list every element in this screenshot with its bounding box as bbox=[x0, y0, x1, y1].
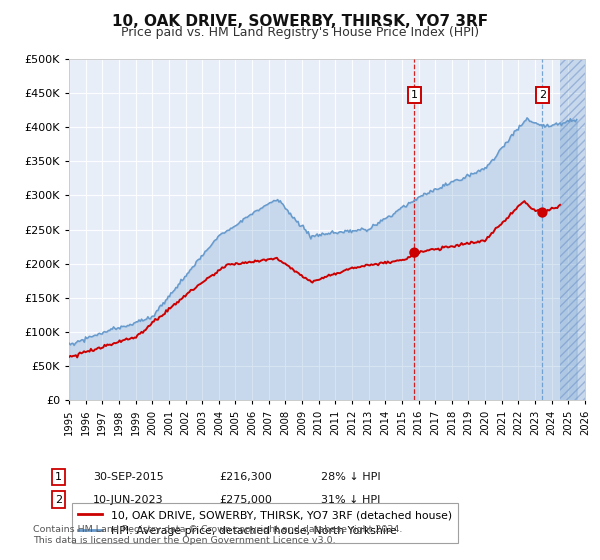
Bar bbox=[560, 59, 593, 400]
Text: Contains HM Land Registry data © Crown copyright and database right 2024.
This d: Contains HM Land Registry data © Crown c… bbox=[33, 525, 403, 545]
Point bbox=[538, 208, 547, 217]
Text: 30-SEP-2015: 30-SEP-2015 bbox=[93, 472, 164, 482]
Text: £275,000: £275,000 bbox=[219, 494, 272, 505]
Point bbox=[410, 248, 419, 257]
Text: Price paid vs. HM Land Registry's House Price Index (HPI): Price paid vs. HM Land Registry's House … bbox=[121, 26, 479, 39]
Text: 2: 2 bbox=[55, 494, 62, 505]
Text: £216,300: £216,300 bbox=[219, 472, 272, 482]
Text: 28% ↓ HPI: 28% ↓ HPI bbox=[321, 472, 380, 482]
Text: 31% ↓ HPI: 31% ↓ HPI bbox=[321, 494, 380, 505]
Bar bbox=[560, 59, 593, 400]
Legend: 10, OAK DRIVE, SOWERBY, THIRSK, YO7 3RF (detached house), HPI: Average price, de: 10, OAK DRIVE, SOWERBY, THIRSK, YO7 3RF … bbox=[72, 503, 458, 543]
Text: 10-JUN-2023: 10-JUN-2023 bbox=[93, 494, 164, 505]
Text: 10, OAK DRIVE, SOWERBY, THIRSK, YO7 3RF: 10, OAK DRIVE, SOWERBY, THIRSK, YO7 3RF bbox=[112, 14, 488, 29]
Text: 1: 1 bbox=[411, 90, 418, 100]
Text: 2: 2 bbox=[539, 90, 546, 100]
Text: 1: 1 bbox=[55, 472, 62, 482]
